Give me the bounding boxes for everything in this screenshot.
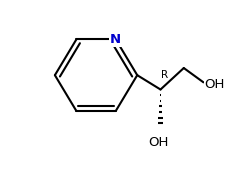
Text: OH: OH xyxy=(148,136,168,149)
Text: OH: OH xyxy=(204,78,224,91)
Text: N: N xyxy=(110,33,121,46)
Text: R: R xyxy=(161,70,168,80)
